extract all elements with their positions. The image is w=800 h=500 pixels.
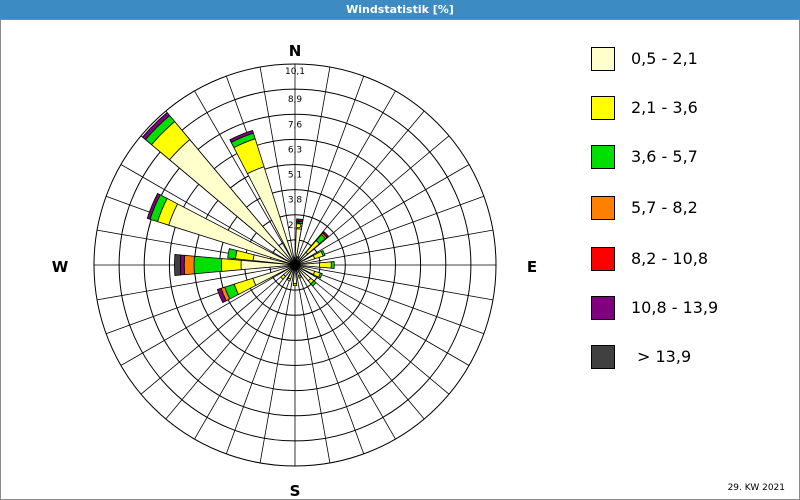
bar-nnw-class-5 [229,129,254,143]
legend-label-6: > 13,9 [637,347,692,366]
bar-ese-class-2 [317,272,323,279]
grid-spoke [294,264,396,440]
grid-spoke [165,264,296,420]
grid-spoke [294,110,425,266]
grid-spoke [225,264,296,455]
grid-spoke [194,264,296,440]
bar-wsw-class-5 [216,287,227,304]
cardinal-s: S [290,482,301,499]
bar-nne-class-1 [296,256,300,259]
bar-wnw-class-5 [146,192,161,220]
grid-spoke [194,90,296,266]
grid-spoke [294,229,493,266]
legend-label-1: 2,1 - 3,6 [631,98,698,117]
legend-swatch-6 [591,345,615,369]
legend-swatch-4 [591,247,615,271]
legend-swatch-2 [591,145,615,169]
grid-spoke [294,264,470,366]
wind-rose-chart: 2,5 3,8 5,1 6,3 7,6 8,9 10,1 N E S W [52,42,537,499]
grid-spoke [294,264,493,301]
legend-label-4: 8,2 - 10,8 [631,249,709,268]
bar-ssw-class-1 [286,277,292,282]
grid-spoke [294,75,365,266]
grid-spoke [120,164,296,266]
bar-w-class-2 [193,255,223,275]
radial-tick-labels: 2,5 3,8 5,1 6,3 7,6 8,9 10,1 [285,67,305,231]
grid-spoke [294,264,450,395]
window-title: Windstatistik [%] [0,0,800,19]
bar-s-class-1 [292,283,298,287]
bar-extra-2-class-1 [235,250,255,262]
legend-swatch-3 [591,196,615,220]
grid-spoke [294,90,396,266]
legend-label-5: 10,8 - 13,9 [631,298,719,317]
bar-se-class-2 [310,280,317,287]
cardinal-e: E [527,258,537,276]
grid-spoke [294,264,365,455]
legend-swatch-0 [591,47,615,71]
grid-spoke [140,264,296,395]
legend-label-2: 3,6 - 5,7 [631,147,698,166]
radial-tick-label: 3,8 [288,196,303,206]
grid-spoke [294,264,331,463]
grid-spoke [294,195,485,266]
bar-extra-1-class-5 [296,218,304,222]
radial-tick-label: 5,1 [288,171,302,181]
radial-tick-label: 2,5 [288,221,302,231]
bar-w-class-5 [179,254,186,276]
cardinal-n: N [289,42,302,60]
grid-spoke [97,264,296,301]
legend-label-3: 5,7 - 8,2 [631,198,698,217]
bar-nw-class-5 [141,111,171,141]
bar-sw-class-1 [280,273,287,280]
radial-tick-label: 10,1 [285,67,305,77]
bar-ene-class-2 [320,249,326,257]
legend-swatch-5 [591,296,615,320]
grid-spoke [294,164,470,266]
radial-tick-label: 8,9 [288,95,303,105]
bar-w-class-6 [173,254,182,276]
wind-bars [141,111,335,304]
week-label: 29. KW 2021 [727,483,785,493]
bar-e-class-2 [330,261,335,269]
grid-spoke [294,264,425,420]
grid-spoke [294,135,450,266]
bar-extra-0-class-5 [322,231,329,238]
bar-w-class-1 [221,258,242,272]
legend-swatch-1 [591,96,615,120]
grid-spoke [120,264,296,366]
grid-spoke [259,67,296,266]
bar-e-class-1 [319,261,332,269]
cardinal-labels: N E S W [52,42,537,499]
radial-tick-label: 7,6 [288,120,303,130]
bar-extra-2-class-2 [227,248,238,260]
radial-tick-label: 6,3 [288,145,302,155]
bar-sse-class-1 [298,274,302,279]
bar-w-class-3 [183,254,195,276]
chart-frame: 2,5 3,8 5,1 6,3 7,6 8,9 10,1 N E S W 0,5 - 2,1 2,… [0,19,800,500]
legend-label-0: 0,5 - 2,1 [631,49,698,68]
grid-spoke [294,264,485,335]
grid-spoke [259,264,296,463]
cardinal-w: W [52,258,69,276]
